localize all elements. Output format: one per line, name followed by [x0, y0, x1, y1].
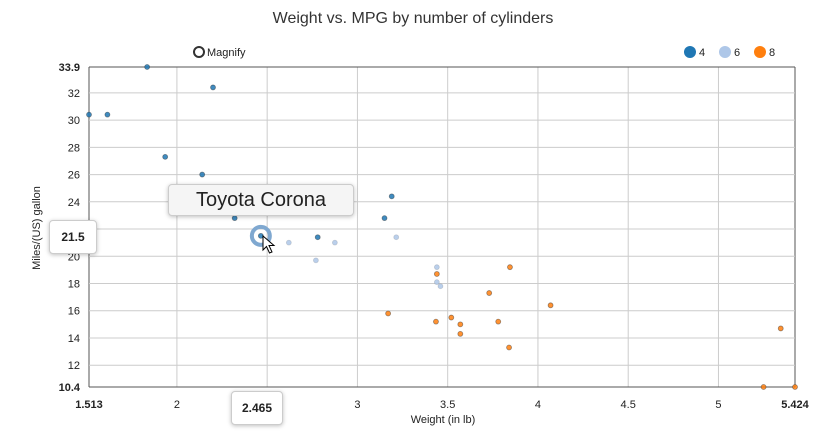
x-tick-label: 2: [174, 399, 180, 411]
x-tick-label: 3: [354, 399, 360, 411]
data-point[interactable]: [495, 318, 502, 325]
magnify-toggle-icon[interactable]: [193, 46, 205, 58]
data-point[interactable]: [448, 314, 455, 321]
x-tick-label: 4: [535, 399, 541, 411]
data-point[interactable]: [437, 283, 444, 290]
data-point[interactable]: [331, 239, 338, 246]
data-points: [86, 64, 798, 390]
data-point[interactable]: [506, 344, 512, 351]
x-tick-label: 5.424: [781, 399, 809, 411]
y-tick-label: 14: [68, 333, 80, 345]
legend-item[interactable]: 8: [754, 46, 775, 59]
data-point[interactable]: [385, 310, 392, 317]
data-point[interactable]: [86, 111, 92, 118]
grid: [88, 66, 796, 388]
data-point[interactable]: [433, 264, 440, 271]
y-tick-label: 30: [68, 115, 80, 127]
data-point[interactable]: [285, 239, 292, 246]
data-point[interactable]: [104, 111, 111, 118]
legend-swatch: [719, 46, 731, 58]
y-tick-labels: 10.4121416182022242628303233.9: [59, 62, 81, 394]
data-point[interactable]: [393, 234, 400, 241]
highlight-ring-circle: [249, 224, 272, 247]
data-point[interactable]: [199, 171, 206, 178]
legend-item[interactable]: 6: [719, 46, 740, 59]
y-tick-label: 20: [68, 251, 80, 263]
y-tick-label: 24: [68, 197, 80, 209]
legend-swatch: [684, 46, 696, 58]
y-tick-label: 26: [68, 170, 80, 182]
mouse-pointer-icon: [262, 235, 276, 254]
chart-title: Weight vs. MPG by number of cylinders: [273, 10, 554, 27]
legend-swatch: [754, 46, 766, 58]
y-tick-label: 16: [68, 306, 80, 318]
y-tick-label: 12: [68, 360, 80, 372]
data-point[interactable]: [760, 384, 767, 390]
data-point[interactable]: [486, 290, 493, 296]
x-axis-label: Weight (in lb): [411, 414, 476, 426]
data-point[interactable]: [433, 279, 440, 286]
data-point[interactable]: [457, 330, 464, 337]
data-point[interactable]: [144, 64, 151, 70]
legend-label: 4: [699, 47, 705, 59]
legend-label: 6: [734, 47, 740, 59]
x-tick-label: 3.5: [440, 399, 455, 411]
legend-label: 8: [769, 47, 775, 59]
data-point[interactable]: [210, 84, 216, 91]
data-point[interactable]: [547, 302, 554, 309]
data-point[interactable]: [792, 384, 798, 390]
x-tick-labels: 1.51322.533.544.555.424: [75, 399, 809, 411]
data-point[interactable]: [313, 257, 319, 264]
y-tick-label: 10.4: [59, 382, 81, 394]
point-tooltip: Toyota Corona: [168, 184, 354, 216]
data-point[interactable]: [433, 271, 440, 277]
x-tick-label: 4.5: [621, 399, 636, 411]
data-point[interactable]: [162, 153, 169, 160]
x-crosshair-readout: 2.465: [231, 391, 283, 425]
y-axis-label: Miles/(US) gallon: [31, 186, 43, 270]
data-point[interactable]: [231, 215, 238, 222]
x-tick-label: 1.513: [75, 399, 103, 411]
data-point[interactable]: [314, 234, 321, 241]
y-tick-label: 33.9: [59, 62, 80, 74]
magnify-control[interactable]: Magnify: [193, 46, 246, 59]
y-tick-label: 28: [68, 142, 80, 154]
y-crosshair-readout: 21.5: [49, 220, 97, 254]
y-tick-label: 32: [68, 88, 80, 100]
data-point[interactable]: [777, 325, 784, 332]
data-point[interactable]: [507, 264, 513, 271]
legend: 4 6 8: [684, 46, 775, 59]
data-point[interactable]: [457, 321, 464, 328]
y-tick-label: 18: [68, 279, 80, 291]
x-tick-label: 5: [715, 399, 721, 411]
magnify-label: Magnify: [207, 47, 246, 59]
data-point[interactable]: [381, 215, 388, 222]
data-point[interactable]: [433, 318, 439, 325]
legend-item[interactable]: 4: [684, 46, 705, 59]
data-point[interactable]: [388, 193, 395, 200]
highlight-ring: [249, 224, 272, 247]
